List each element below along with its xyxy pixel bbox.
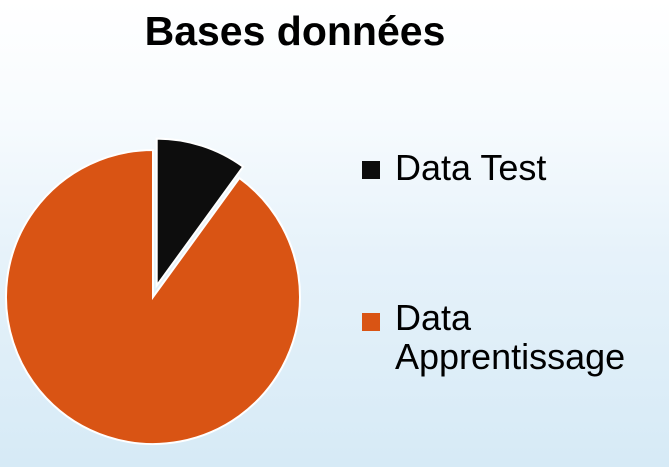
legend-label-data-test: Data Test <box>395 147 547 188</box>
chart-title: Bases données <box>144 8 446 54</box>
pie-slice-data-test <box>155 137 245 289</box>
legend-swatch-data-apprentissage <box>362 313 380 331</box>
pie-slice-data-apprentissage <box>5 148 301 445</box>
legend-swatch-data-test <box>362 161 380 179</box>
legend-label-data-apprentissage: Data Apprentissage <box>395 297 626 377</box>
